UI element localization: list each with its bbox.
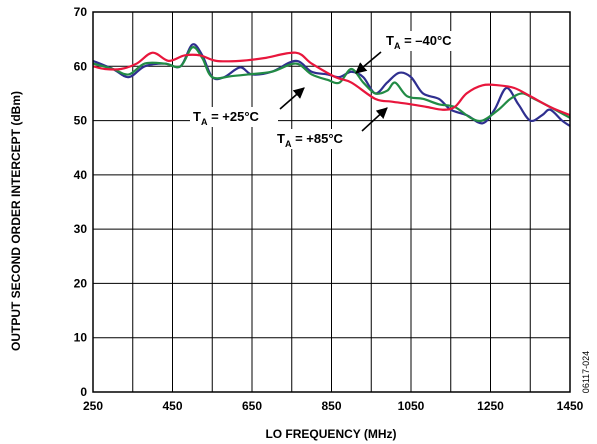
y-tick-label: 20	[74, 276, 88, 290]
x-tick-label: 1050	[398, 399, 425, 413]
x-tick-label: 250	[83, 399, 103, 413]
chart-grid	[92, 11, 571, 393]
chart-frame	[92, 11, 571, 393]
annotation-label: TA = +85°C	[277, 131, 344, 149]
annotation-arrow	[361, 107, 388, 132]
plot-frame	[92, 11, 571, 393]
figure-code: 06117-024	[581, 351, 591, 393]
y-tick-label: 50	[74, 114, 88, 128]
y-axis-title: OUTPUT SECOND ORDER INTERCEPT (dBm)	[9, 91, 23, 351]
annotation-label: TA = –40°C	[386, 33, 452, 51]
series-line-1	[92, 46, 571, 123]
x-axis-title: LO FREQUENCY (MHz)	[265, 427, 396, 441]
annotation-arrow	[355, 51, 382, 74]
annotation-label: TA = +25°C	[193, 109, 260, 127]
x-tick-label: 850	[321, 399, 341, 413]
x-tick-label: 1250	[477, 399, 504, 413]
x-tick-label: 650	[242, 399, 262, 413]
annotation-bg	[274, 129, 362, 149]
annotation-bg	[190, 107, 278, 127]
y-tick-label: 70	[74, 5, 88, 19]
annotation-arrow	[279, 87, 305, 110]
annotations: TA = –40°C TA = +25°C TA = +85°C	[190, 31, 471, 149]
annotation-bg	[383, 31, 471, 51]
y-tick-label: 10	[74, 331, 88, 345]
y-tick-label: 0	[80, 385, 87, 399]
x-tick-label: 1450	[557, 399, 584, 413]
tick-labels: 0 10 20 30 40 50 60 70 250 450 650 850 1050 1250 1450	[74, 5, 584, 413]
y-tick-label: 40	[74, 168, 88, 182]
x-tick-label: 450	[162, 399, 182, 413]
series-line-2	[92, 51, 571, 117]
y-tick-label: 30	[74, 222, 88, 236]
y-tick-label: 60	[74, 59, 88, 73]
